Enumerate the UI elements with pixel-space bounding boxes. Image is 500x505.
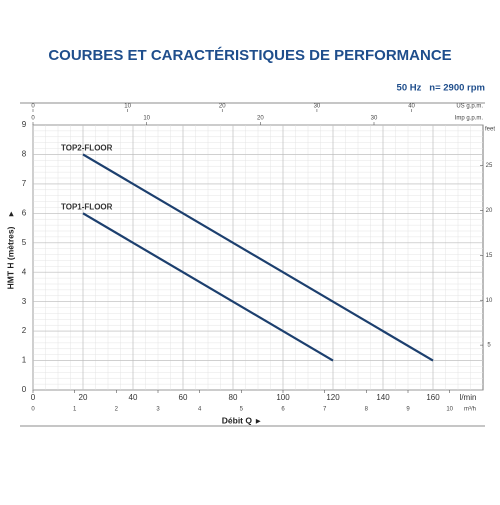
x-arrow: ▸ xyxy=(255,415,261,425)
y-tick-label: 6 xyxy=(22,208,27,217)
x-axis-label: Débit Q xyxy=(222,415,253,425)
x-tick-label: 100 xyxy=(276,393,290,402)
x2-tick-label: 2 xyxy=(115,407,119,413)
x2-tick-label: 4 xyxy=(198,407,202,413)
x2-unit: m³/h xyxy=(464,407,476,413)
x2-tick-label: 0 xyxy=(31,407,35,413)
y2-tick-label: 25 xyxy=(486,163,493,169)
x2-tick-label: 10 xyxy=(446,407,453,413)
top-tick-label: 20 xyxy=(257,116,264,122)
x2-tick-label: 5 xyxy=(240,407,244,413)
x2-tick-label: 7 xyxy=(323,407,327,413)
top-tick-label: 30 xyxy=(371,116,378,122)
y-tick-label: 2 xyxy=(22,326,27,335)
y-tick-label: 8 xyxy=(22,150,27,159)
x2-tick-label: 6 xyxy=(281,407,285,413)
x-tick-label: 160 xyxy=(426,393,440,402)
top-unit: US g.p.m. xyxy=(456,104,483,110)
x-tick-label: 80 xyxy=(229,393,238,402)
y2-tick-label: 10 xyxy=(486,298,493,304)
top-tick-label: 0 xyxy=(31,116,35,122)
x-tick-label: 40 xyxy=(129,393,138,402)
series-line xyxy=(82,153,434,362)
x-unit: l/min xyxy=(460,393,477,402)
y-axis-label: HMT H (mètres) xyxy=(5,226,15,289)
y-tick-label: 0 xyxy=(22,385,27,394)
series-line xyxy=(82,212,334,362)
top-tick-label: 10 xyxy=(124,104,131,110)
x-tick-label: 0 xyxy=(31,393,36,402)
x-tick-label: 140 xyxy=(376,393,390,402)
series-label: TOP1-FLOOR xyxy=(61,202,113,211)
y2-tick-label: 20 xyxy=(486,208,493,214)
y-tick-label: 7 xyxy=(22,179,27,188)
y2-tick-label: 15 xyxy=(486,253,493,259)
y-tick-label: 9 xyxy=(22,120,27,129)
top-unit: Imp g.p.m. xyxy=(455,116,484,122)
y-tick-label: 1 xyxy=(22,356,27,365)
top-tick-label: 20 xyxy=(219,104,226,110)
top-tick-label: 40 xyxy=(408,104,415,110)
x2-tick-label: 3 xyxy=(156,407,160,413)
y-arrow: ▸ xyxy=(5,211,15,217)
y-tick-label: 3 xyxy=(22,297,27,306)
x2-tick-label: 1 xyxy=(73,407,77,413)
top-tick-label: 0 xyxy=(31,104,35,110)
series-label: TOP2-FLOOR xyxy=(61,144,113,153)
chart-title: COURBES ET CARACTÉRISTIQUES DE PERFORMAN… xyxy=(48,47,451,64)
y2-tick-label: 5 xyxy=(487,343,491,349)
x2-tick-label: 8 xyxy=(365,407,369,413)
x-tick-label: 120 xyxy=(326,393,340,402)
top-tick-label: 30 xyxy=(314,104,321,110)
x-tick-label: 20 xyxy=(79,393,88,402)
top-tick-label: 10 xyxy=(143,116,150,122)
y2-unit: feet xyxy=(485,127,495,133)
chart-subtitle: 50 Hz n= 2900 rpm xyxy=(397,83,485,94)
x2-tick-label: 9 xyxy=(406,407,410,413)
x-tick-label: 60 xyxy=(179,393,188,402)
y-tick-label: 4 xyxy=(22,267,27,276)
y-tick-label: 5 xyxy=(22,238,27,247)
